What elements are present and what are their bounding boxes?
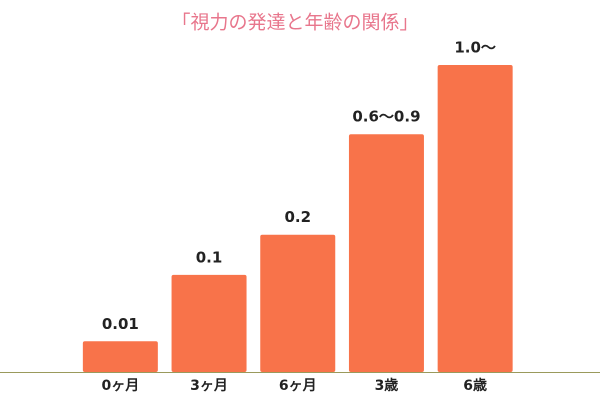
x-tick-label: 3ヶ月	[190, 378, 228, 394]
x-tick-label: 3歳	[375, 377, 399, 394]
value-label: 0.2	[284, 208, 311, 226]
bar	[348, 134, 424, 372]
chart-title: 「視力の発達と年齢の関係」	[171, 12, 418, 34]
value-label: 1.0〜	[454, 39, 496, 57]
bar	[260, 234, 336, 372]
x-tick-label: 0ヶ月	[101, 378, 139, 394]
bar	[82, 341, 158, 372]
value-label: 0.1	[196, 248, 223, 266]
x-tick-label: 6ヶ月	[279, 378, 317, 394]
x-tick-label: 6歳	[463, 377, 487, 394]
value-label: 0.6〜0.9	[352, 108, 420, 126]
value-label: 0.01	[102, 315, 139, 333]
bar	[171, 274, 247, 372]
bar	[437, 65, 513, 372]
